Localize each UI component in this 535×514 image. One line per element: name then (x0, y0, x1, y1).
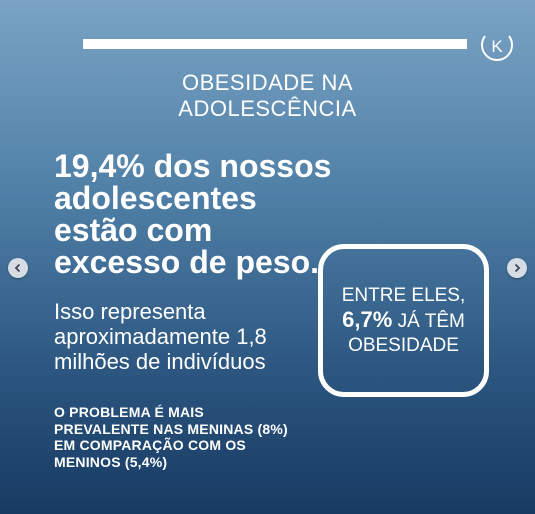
population-subtext: Isso representa aproximadamente 1,8 milh… (54, 299, 324, 374)
logo-letter: K (491, 37, 503, 56)
headline-line: adolescentes (54, 180, 257, 216)
gender-comparison-note: O PROBLEMA É MAIS PREVALENTE NAS MENINAS… (54, 404, 334, 470)
headline-line: estão com (54, 212, 213, 248)
chevron-left-icon (14, 263, 21, 273)
callout-emphasis: 6,7% (342, 306, 393, 332)
subtext-line: milhões de indivíduos (54, 349, 266, 374)
heading-line: ADOLESCÊNCIA (178, 96, 357, 121)
callout-line: 6,7% JÁ TÊM (342, 306, 465, 334)
previous-slide-button[interactable] (8, 258, 28, 278)
top-divider-bar (83, 39, 467, 49)
note-line: EM COMPARAÇÃO COM OS (54, 437, 246, 453)
main-headline: 19,4% dos nossos adolescentes estão com … (54, 150, 344, 278)
chevron-right-icon (514, 263, 521, 273)
subtext-line: aproximadamente 1,8 (54, 324, 267, 349)
heading-line: OBESIDADE NA (181, 70, 354, 95)
note-line: MENINOS (5,4%) (54, 453, 168, 470)
section-heading: OBESIDADE NA ADOLESCÊNCIA (150, 70, 385, 122)
callout-line-rest: JÁ TÊM (392, 310, 465, 332)
callout-line: ENTRE ELES, (341, 284, 466, 306)
headline-line: excesso de peso. (54, 244, 320, 280)
obesity-callout-box: ENTRE ELES, 6,7% JÁ TÊM OBESIDADE (318, 244, 489, 397)
next-slide-button[interactable] (507, 258, 527, 278)
callout-line: OBESIDADE (348, 334, 459, 356)
note-line: PREVALENTE NAS MENINAS (8%) (54, 420, 288, 437)
brand-logo: K (481, 35, 513, 61)
subtext-line: Isso representa (54, 299, 206, 324)
note-line: O PROBLEMA É MAIS (54, 404, 204, 420)
headline-line: 19,4% dos nossos (54, 148, 332, 184)
